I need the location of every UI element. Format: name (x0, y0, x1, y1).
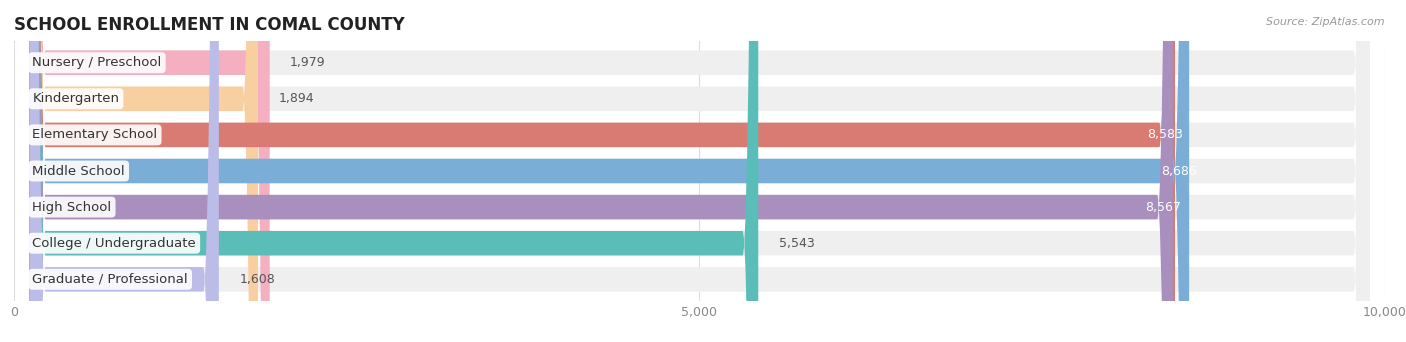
Text: 1,608: 1,608 (239, 273, 276, 286)
Text: High School: High School (32, 201, 111, 214)
Text: 1,894: 1,894 (278, 92, 314, 105)
FancyBboxPatch shape (30, 0, 1173, 342)
Text: College / Undergraduate: College / Undergraduate (32, 237, 197, 250)
Text: SCHOOL ENROLLMENT IN COMAL COUNTY: SCHOOL ENROLLMENT IN COMAL COUNTY (14, 16, 405, 34)
Text: 8,583: 8,583 (1147, 128, 1182, 141)
FancyBboxPatch shape (30, 0, 1369, 342)
FancyBboxPatch shape (30, 0, 1369, 342)
Text: 1,979: 1,979 (290, 56, 326, 69)
FancyBboxPatch shape (30, 0, 1369, 342)
FancyBboxPatch shape (30, 0, 270, 342)
Text: Graduate / Professional: Graduate / Professional (32, 273, 188, 286)
FancyBboxPatch shape (30, 0, 1189, 342)
Text: 8,567: 8,567 (1144, 201, 1181, 214)
Text: 5,543: 5,543 (779, 237, 814, 250)
Text: Source: ZipAtlas.com: Source: ZipAtlas.com (1267, 17, 1385, 27)
FancyBboxPatch shape (30, 0, 219, 342)
Text: 8,686: 8,686 (1161, 165, 1197, 177)
FancyBboxPatch shape (30, 0, 259, 342)
FancyBboxPatch shape (30, 0, 1369, 342)
FancyBboxPatch shape (30, 0, 1175, 342)
Text: Nursery / Preschool: Nursery / Preschool (32, 56, 162, 69)
FancyBboxPatch shape (30, 0, 1369, 342)
FancyBboxPatch shape (30, 0, 1369, 342)
Text: Elementary School: Elementary School (32, 128, 157, 141)
Text: Kindergarten: Kindergarten (32, 92, 120, 105)
Text: Middle School: Middle School (32, 165, 125, 177)
FancyBboxPatch shape (30, 0, 758, 342)
FancyBboxPatch shape (30, 0, 1369, 342)
